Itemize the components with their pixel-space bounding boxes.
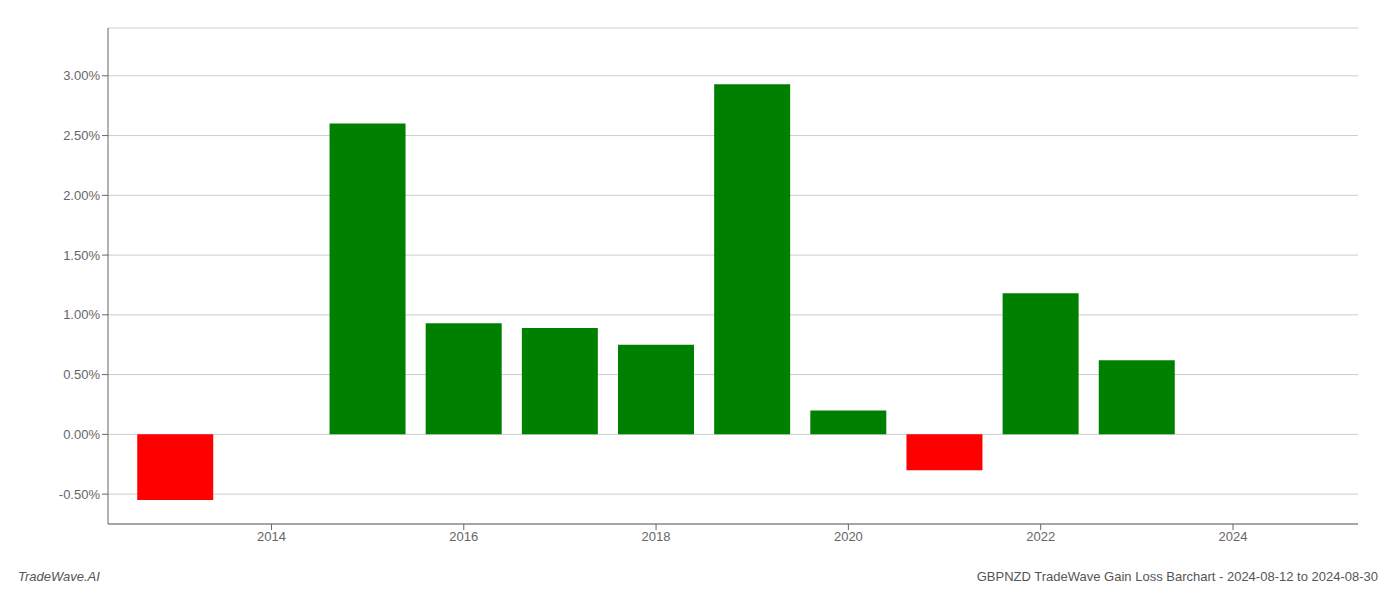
svg-text:2024: 2024 [1219, 529, 1248, 544]
svg-text:0.50%: 0.50% [63, 367, 100, 382]
svg-text:1.00%: 1.00% [63, 307, 100, 322]
svg-text:2.00%: 2.00% [63, 188, 100, 203]
svg-text:2018: 2018 [642, 529, 671, 544]
html-text:TradeWave.AI: TradeWave.AI [18, 568, 100, 584]
svg-text:2016: 2016 [449, 529, 478, 544]
svg-text:2022: 2022 [1026, 529, 1055, 544]
html-text:GBPNZD TradeWave Gain Loss Bar: GBPNZD TradeWave Gain Loss Barchart - 20… [976, 568, 1378, 584]
svg-text:2014: 2014 [257, 529, 286, 544]
svg-text:2020: 2020 [834, 529, 863, 544]
svg-text:3.00%: 3.00% [63, 68, 100, 83]
svg-text:0.00%: 0.00% [63, 427, 100, 442]
svg-text:1.50%: 1.50% [63, 248, 100, 263]
svg-text:-0.50%: -0.50% [59, 487, 101, 502]
svg-text:2.50%: 2.50% [63, 128, 100, 143]
